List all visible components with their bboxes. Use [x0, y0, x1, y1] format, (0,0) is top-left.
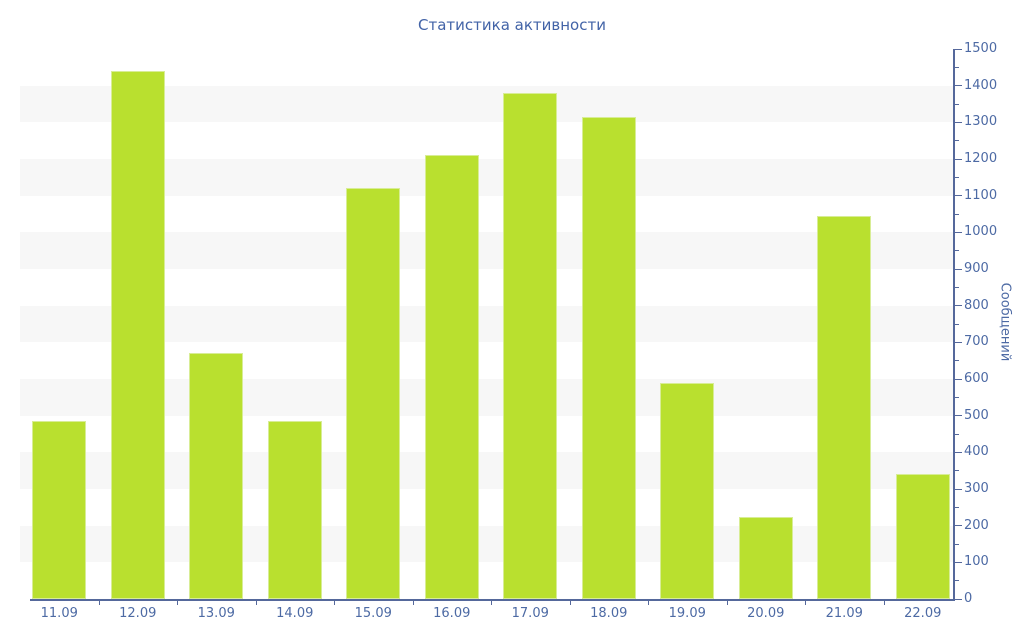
- x-axis-tick: [805, 601, 806, 605]
- y-axis-tick: [955, 580, 959, 582]
- bar: [267, 421, 322, 599]
- y-tick-label: 1100: [964, 187, 998, 203]
- bar: [738, 516, 793, 599]
- x-tick-label: 22.09: [904, 606, 942, 621]
- x-axis-tick: [569, 601, 571, 605]
- background-stripe: [20, 159, 953, 196]
- y-axis-tick: [955, 66, 959, 68]
- x-tick-label: 14.09: [276, 606, 314, 621]
- x-axis-tick: [726, 601, 728, 605]
- y-axis-tick: [955, 305, 962, 307]
- background-stripe: [20, 452, 953, 489]
- y-tick-label: 700: [964, 334, 989, 350]
- y-axis-tick: [955, 121, 962, 123]
- y-axis-tick: [955, 286, 959, 288]
- y-axis-tick: [955, 360, 959, 362]
- y-axis-tick: [955, 231, 962, 233]
- y-axis-tick: [955, 488, 962, 490]
- background-stripe: [20, 525, 953, 563]
- y-axis-tick: [955, 250, 959, 252]
- bar: [817, 215, 872, 599]
- y-axis-tick: [955, 378, 962, 380]
- y-tick-label: 800: [964, 297, 989, 313]
- y-axis-tick: [955, 451, 962, 453]
- bar: [346, 188, 401, 599]
- y-axis-tick: [955, 470, 959, 472]
- y-axis-tick: [955, 433, 959, 435]
- x-tick-label: 13.09: [197, 606, 235, 621]
- y-tick-label: 1200: [964, 151, 998, 166]
- x-tick-label: 21.09: [825, 606, 863, 621]
- y-axis-tick: [955, 213, 959, 215]
- x-axis-tick: [491, 601, 492, 605]
- background-stripe: [20, 85, 953, 123]
- y-tick-label: 1000: [964, 224, 998, 240]
- y-axis-tick: [955, 598, 962, 600]
- y-tick-label: 1400: [964, 77, 998, 93]
- x-axis-tick: [98, 601, 100, 605]
- y-tick-label: 1300: [964, 114, 998, 130]
- x-axis-tick: [412, 601, 414, 605]
- x-axis-tick: [883, 601, 885, 605]
- bar: [503, 93, 558, 599]
- y-axis-line: [953, 49, 955, 601]
- y-axis-tick: [955, 525, 962, 527]
- background-stripe: [20, 232, 953, 269]
- y-tick-label: 200: [964, 517, 989, 533]
- y-tick-label: 900: [964, 261, 989, 276]
- y-tick-label: 0: [964, 591, 973, 606]
- y-axis-tick: [955, 48, 962, 50]
- bar: [110, 71, 165, 599]
- y-axis-tick: [955, 415, 962, 417]
- x-tick-label: 17.09: [511, 606, 549, 621]
- y-axis-title: Сообщений: [997, 282, 1013, 362]
- x-axis-tick: [334, 601, 335, 605]
- bar: [424, 155, 479, 599]
- y-axis-tick: [955, 561, 962, 563]
- x-axis-tick: [648, 601, 649, 605]
- x-axis-line: [30, 599, 955, 601]
- y-axis-tick: [955, 396, 959, 398]
- background-stripe: [20, 305, 953, 343]
- bar: [660, 382, 715, 599]
- x-tick-label: 11.09: [40, 606, 78, 621]
- y-tick-label: 300: [964, 481, 989, 496]
- x-axis-tick: [177, 601, 178, 605]
- y-axis-tick: [955, 140, 959, 142]
- y-tick-label: 100: [964, 554, 989, 570]
- y-tick-label: 400: [964, 444, 989, 460]
- y-tick-label: 1500: [964, 41, 998, 56]
- background-stripe: [20, 379, 953, 416]
- y-axis-tick: [955, 85, 962, 87]
- y-axis-tick: [955, 103, 959, 105]
- x-tick-label: 16.09: [433, 606, 471, 621]
- y-axis-tick: [955, 176, 959, 178]
- x-tick-label: 19.09: [668, 606, 706, 621]
- y-tick-label: 500: [964, 407, 989, 423]
- y-axis-tick: [955, 158, 962, 160]
- y-axis-tick: [955, 195, 962, 197]
- bar: [189, 353, 244, 599]
- bar: [581, 116, 636, 599]
- y-axis-tick: [955, 506, 959, 508]
- x-tick-label: 15.09: [354, 606, 392, 621]
- bar: [32, 421, 87, 599]
- x-tick-label: 20.09: [747, 606, 785, 621]
- x-tick-label: 18.09: [590, 606, 628, 621]
- y-axis-tick: [955, 341, 962, 343]
- x-tick-label: 12.09: [119, 606, 157, 621]
- chart-title: Статистика активности: [418, 16, 606, 34]
- y-tick-label: 600: [964, 371, 989, 386]
- y-axis-tick: [955, 268, 962, 270]
- bar: [895, 474, 950, 599]
- y-axis-tick: [955, 323, 959, 325]
- x-axis-tick: [255, 601, 257, 605]
- y-axis-tick: [955, 543, 959, 545]
